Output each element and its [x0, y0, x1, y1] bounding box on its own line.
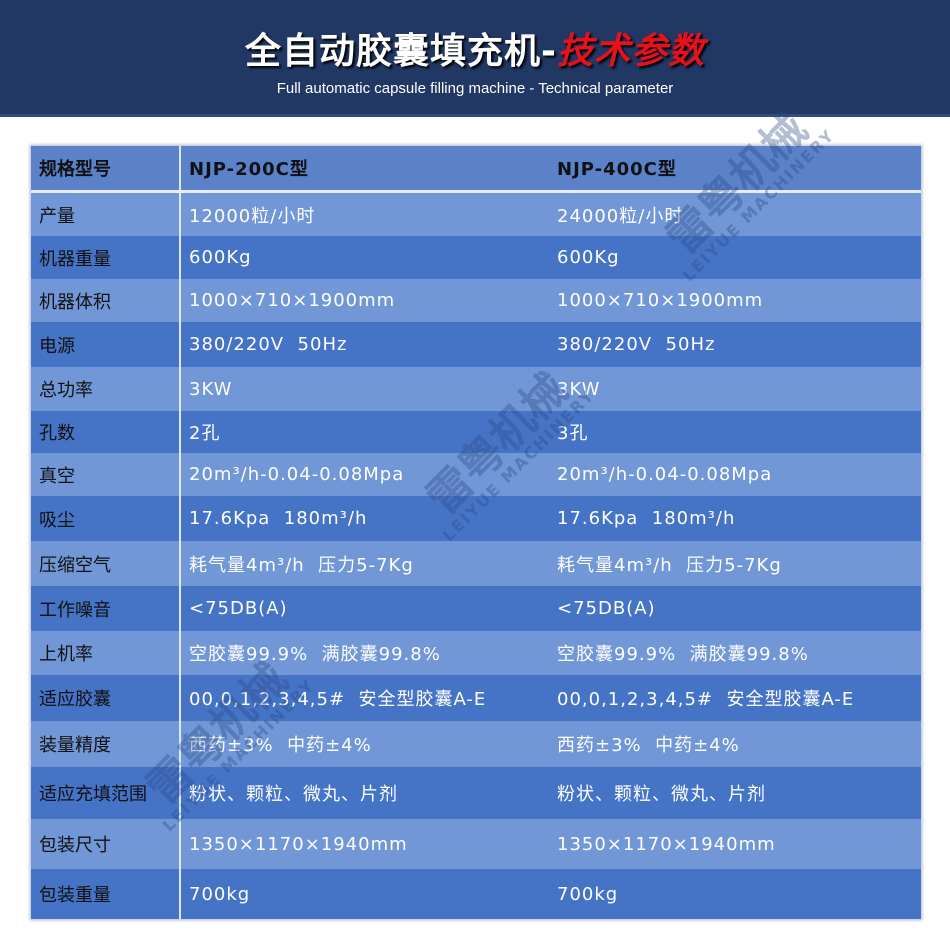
param-label: 包装重量 [31, 869, 181, 919]
table-row: 适应充填范围 粉状、颗粒、微丸、片剂 粉状、颗粒、微丸、片剂 [31, 767, 921, 819]
param-value: 17.6Kpa 180m³/h [189, 508, 368, 529]
param-label: 真空 [31, 453, 181, 496]
table-row: 机器体积 1000×710×1900mm 1000×710×1900mm [31, 279, 921, 322]
table-header-row: 规格型号 NJP-200C型 NJP-400C型 [31, 146, 921, 193]
param-value: 17.6Kpa 180m³/h [557, 508, 736, 529]
table-row: 装量精度 西药±3% 中药±4% 西药±3% 中药±4% [31, 721, 921, 767]
param-label: 电源 [31, 322, 181, 367]
param-value: 24000粒/小时 [557, 205, 684, 227]
param-value: 粉状、颗粒、微丸、片剂 [189, 784, 398, 805]
table-row: 电源 380/220V 50Hz 380/220V 50Hz [31, 322, 921, 367]
param-value: 3孔 [557, 423, 589, 444]
param-value: 空胶囊99.9% 满胶囊99.8% [189, 644, 441, 665]
param-value: 西药±3% 中药±4% [557, 735, 740, 756]
param-value: 2孔 [189, 423, 221, 444]
param-value: 1000×710×1900mm [189, 290, 396, 311]
param-value: 700kg [557, 883, 619, 905]
param-value: 00,0,1,2,3,4,5# 安全型胶囊A-E [557, 689, 855, 710]
param-label: 产量 [31, 193, 181, 236]
param-value: 600Kg [557, 247, 620, 268]
table-row: 工作噪音 <75DB(A) <75DB(A) [31, 586, 921, 631]
param-value: <75DB(A) [189, 598, 288, 619]
param-value: 1350×1170×1940mm [557, 833, 776, 855]
table-row: 总功率 3KW 3KW [31, 367, 921, 411]
param-value: 3KW [557, 378, 601, 400]
param-value: 20m³/h-0.04-0.08Mpa [189, 464, 405, 485]
param-label: 机器重量 [31, 236, 181, 279]
param-label: 机器体积 [31, 279, 181, 322]
param-label: 压缩空气 [31, 541, 181, 586]
param-value: 耗气量4m³/h 压力5-7Kg [557, 554, 782, 576]
table-row: 压缩空气 耗气量4m³/h 压力5-7Kg 耗气量4m³/h 压力5-7Kg [31, 541, 921, 586]
param-value: 1350×1170×1940mm [189, 833, 408, 855]
param-value: 空胶囊99.9% 满胶囊99.8% [557, 644, 809, 665]
table-row: 适应胶囊 00,0,1,2,3,4,5# 安全型胶囊A-E 00,0,1,2,3,4… [31, 675, 921, 721]
param-value: 380/220V 50Hz [189, 334, 348, 355]
table-row: 真空 20m³/h-0.04-0.08Mpa 20m³/h-0.04-0.08Mpa [31, 453, 921, 496]
param-label: 总功率 [31, 367, 181, 411]
param-value: 3KW [189, 378, 233, 400]
table-row: 产量 12000粒/小时 24000粒/小时 [31, 193, 921, 236]
table-row: 包装尺寸 1350×1170×1940mm 1350×1170×1940mm [31, 819, 921, 869]
page-title: 全自动胶囊填充机-技术参数 [0, 22, 950, 74]
param-label: 吸尘 [31, 496, 181, 541]
header-cell: NJP-200C型 [189, 159, 309, 180]
param-value: 1000×710×1900mm [557, 290, 764, 311]
param-value: 20m³/h-0.04-0.08Mpa [557, 464, 773, 485]
param-label: 适应充填范围 [31, 767, 181, 819]
param-value: 12000粒/小时 [189, 205, 316, 227]
param-value: 700kg [189, 883, 251, 905]
param-value: 耗气量4m³/h 压力5-7Kg [189, 554, 414, 576]
table-row: 包装重量 700kg 700kg [31, 869, 921, 919]
page-subtitle: Full automatic capsule filling machine -… [276, 80, 674, 97]
param-label: 包装尺寸 [31, 819, 181, 869]
table-row: 孔数 2孔 3孔 [31, 411, 921, 453]
param-label: 上机率 [31, 631, 181, 675]
table-row: 机器重量 600Kg 600Kg [31, 236, 921, 279]
title-main: 全自动胶囊填充机- [245, 31, 557, 72]
title-highlight: 技术参数 [556, 31, 705, 72]
table-row: 上机率 空胶囊99.9% 满胶囊99.8% 空胶囊99.9% 满胶囊99.8% [31, 631, 921, 675]
param-value: 00,0,1,2,3,4,5# 安全型胶囊A-E [189, 689, 487, 710]
header-cell: NJP-400C型 [557, 159, 677, 180]
param-value: 380/220V 50Hz [557, 334, 716, 355]
param-value: <75DB(A) [557, 598, 656, 619]
spec-table: 规格型号 NJP-200C型 NJP-400C型 产量 12000粒/小时 2400… [30, 145, 922, 920]
param-label: 装量精度 [31, 721, 181, 767]
param-value: 西药±3% 中药±4% [189, 735, 372, 756]
table-row: 吸尘 17.6Kpa 180m³/h 17.6Kpa 180m³/h [31, 496, 921, 541]
param-label: 适应胶囊 [31, 675, 181, 721]
header-cell: 规格型号 [31, 146, 181, 190]
header-banner: 全自动胶囊填充机-技术参数 Full automatic capsule fil… [0, 0, 950, 117]
param-label: 孔数 [31, 411, 181, 453]
param-value: 粉状、颗粒、微丸、片剂 [557, 784, 766, 805]
param-value: 600Kg [189, 247, 252, 268]
param-label: 工作噪音 [31, 586, 181, 631]
